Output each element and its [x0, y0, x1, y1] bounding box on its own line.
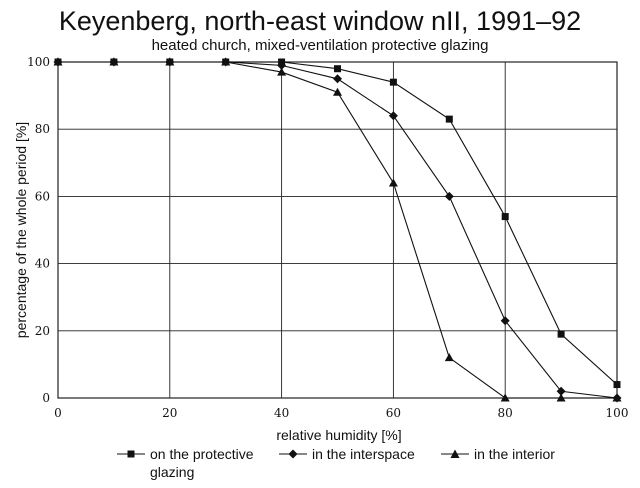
triangle-marker — [277, 67, 287, 76]
x-axis-label: relative humidity [%] — [276, 427, 401, 443]
series-line — [58, 61, 618, 399]
triangle-marker — [333, 87, 342, 96]
square-marker — [557, 330, 565, 338]
square-marker — [613, 381, 621, 389]
line-chart: 0 20 40 60 80 100 0 20 40 60 80 100 relative humid… — [13, 55, 628, 443]
x-tick-label: 60 — [386, 406, 401, 420]
series-triangle — [53, 57, 622, 402]
triangle-marker — [109, 57, 119, 66]
square-marker — [389, 78, 397, 86]
y-tick-labels: 0 20 40 60 80 100 — [27, 55, 50, 405]
legend-label-line2: glazing — [150, 464, 195, 480]
legend-item-interspace: in the interspace — [278, 445, 415, 463]
triangle-marker — [444, 353, 454, 362]
y-tick-label: 60 — [35, 189, 50, 203]
chart-subtitle: heated church, mixed-ventilation protect… — [151, 37, 489, 54]
triangle-marker — [221, 57, 231, 66]
triangle-marker — [612, 393, 622, 402]
x-tick-label: 100 — [606, 406, 629, 420]
triangle-marker — [53, 57, 63, 66]
y-tick-label: 100 — [27, 55, 50, 69]
legend-label: in the interspace — [312, 446, 415, 462]
triangle-marker — [388, 178, 398, 187]
series-square — [54, 58, 621, 389]
triangle-marker — [556, 393, 566, 402]
x-tick-label: 40 — [274, 406, 289, 420]
square-marker-icon — [117, 450, 145, 458]
x-tick-label: 0 — [54, 406, 62, 420]
diamond-marker — [388, 111, 398, 121]
series-line — [58, 61, 618, 385]
y-tick-label: 40 — [35, 257, 50, 271]
diamond-marker-icon — [279, 449, 307, 459]
triangle-marker — [165, 57, 175, 66]
y-axis-label: percentage of the whole period [%] — [13, 122, 29, 338]
diamond-marker — [277, 60, 287, 70]
series-diamond — [53, 57, 622, 403]
legend: on the protective glazing in the intersp… — [0, 445, 640, 485]
legend-item-protective-glazing: on the protective glazing — [116, 445, 254, 481]
triangle-marker — [500, 393, 510, 402]
diamond-marker — [333, 74, 342, 84]
chart-title: Keyenberg, north-east window nII, 1991–9… — [58, 6, 582, 36]
diamond-marker — [500, 316, 510, 326]
diamond-marker — [556, 386, 566, 396]
y-tick-label: 20 — [35, 324, 50, 338]
square-marker — [334, 65, 341, 73]
x-tick-label: 80 — [498, 406, 513, 420]
plot-frame — [57, 61, 618, 399]
grid-lines — [57, 61, 618, 399]
series-line — [58, 61, 617, 399]
series-group — [53, 57, 622, 403]
x-tick-label: 20 — [162, 406, 177, 420]
x-tick-labels: 0 20 40 60 80 100 — [54, 406, 628, 420]
diamond-marker — [444, 191, 454, 201]
y-tick-label: 80 — [35, 122, 50, 136]
legend-label: in the interior — [474, 446, 555, 462]
y-tick-label: 0 — [42, 391, 50, 405]
square-marker — [445, 115, 453, 123]
square-marker — [501, 213, 509, 221]
legend-label-line1: on the protective — [150, 446, 254, 462]
triangle-marker-icon — [441, 449, 469, 458]
legend-item-interior: in the interior — [440, 445, 555, 463]
